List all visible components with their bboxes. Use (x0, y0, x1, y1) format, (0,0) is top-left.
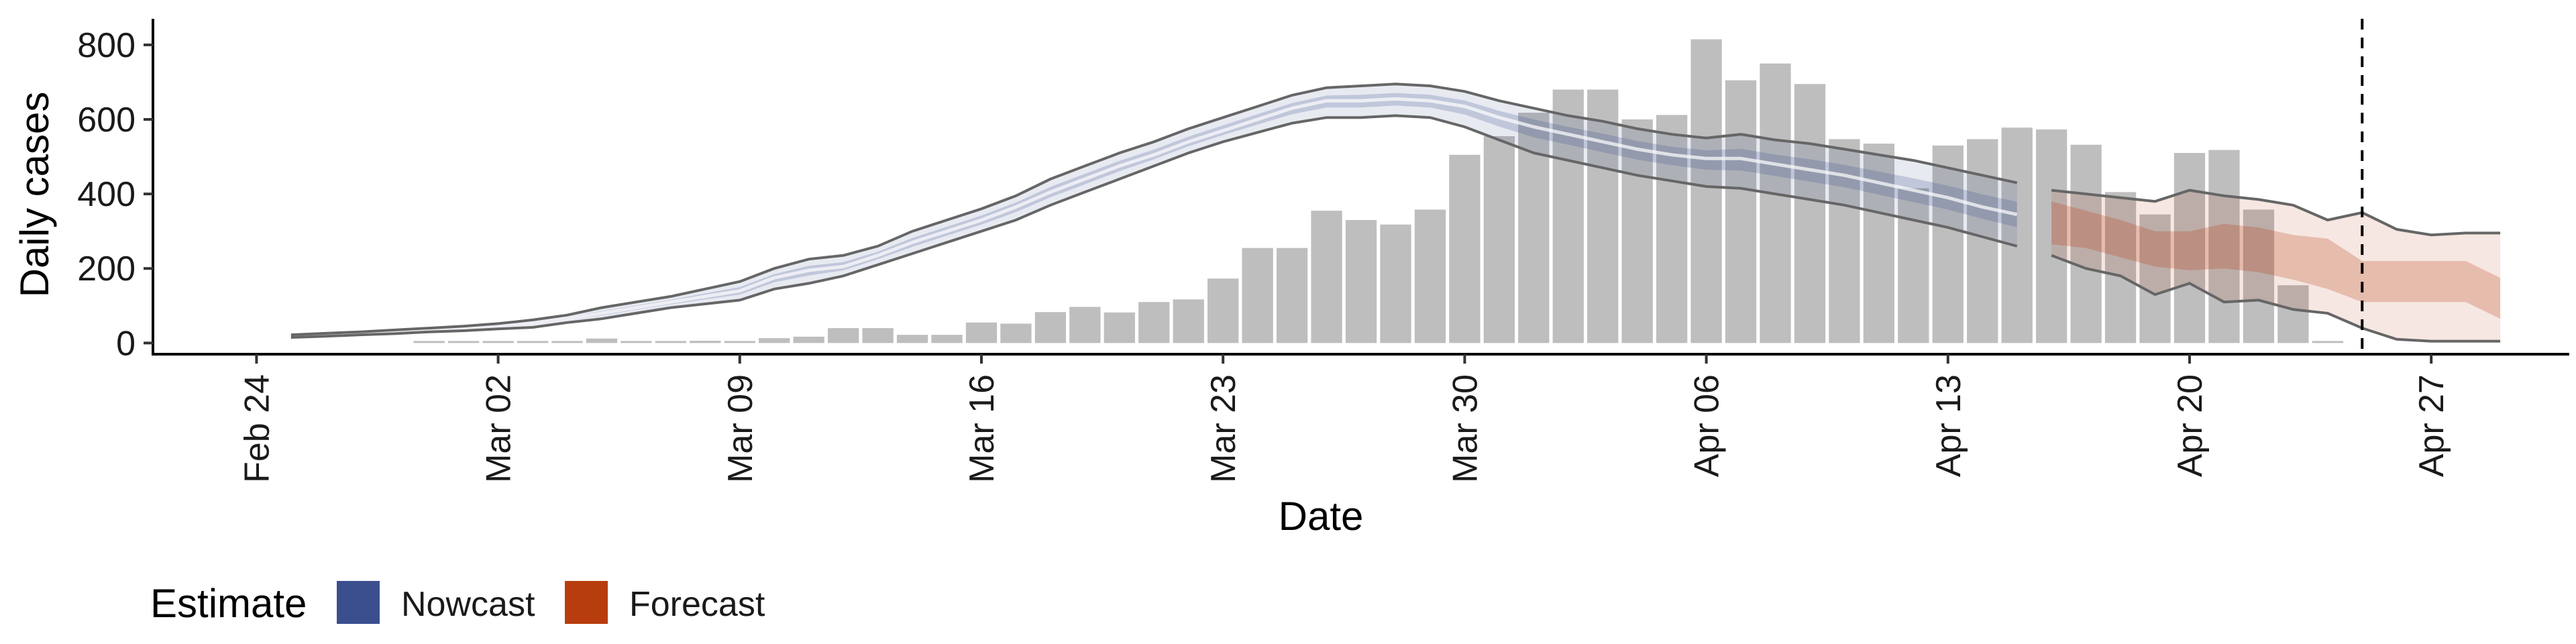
bar-2020-04-24 (2312, 341, 2343, 343)
x-tick-label-2020-03-30: Mar 30 (1446, 374, 1485, 483)
legend-title: Estimate (150, 581, 307, 626)
nowcast-lower-line (290, 114, 2018, 339)
bar-2020-03-09 (724, 341, 755, 343)
bar-2020-04-06 (1690, 39, 1722, 343)
bar-2020-04-08 (1760, 63, 1791, 343)
bar-2020-03-21 (1138, 302, 1170, 343)
bar-2020-04-22 (2243, 209, 2275, 343)
bar-2020-04-07 (1725, 80, 1757, 343)
legend-swatch-nowcast (337, 581, 380, 624)
bar-2020-02-29 (413, 341, 445, 343)
bar-2020-04-16 (2035, 129, 2068, 343)
x-tick-label-2020-04-13: Apr 13 (1929, 374, 1968, 477)
x-tick-label-2020-04-20: Apr 20 (2171, 374, 2210, 477)
legend-swatch-forecast (565, 581, 608, 624)
nowcast-upper-line (290, 83, 2018, 337)
bar-2020-03-02 (482, 341, 514, 343)
bar-2020-04-15 (2001, 127, 2033, 343)
bar-2020-03-22 (1173, 299, 1204, 343)
bar-2020-03-10 (759, 338, 790, 343)
forecast-lower-line (2051, 254, 2501, 343)
y-axis-ticks: 0 200 400 600 800 (77, 26, 153, 363)
bar-2020-03-24 (1242, 248, 1273, 343)
nowcast-band-90 (290, 84, 2017, 337)
bar-2020-03-31 (1483, 136, 1515, 343)
x-tick-label-2020-04-06: Apr 06 (1688, 374, 1727, 477)
bar-2020-04-18 (2104, 192, 2137, 343)
legend-label-nowcast: Nowcast (401, 585, 535, 624)
bar-2020-03-28 (1380, 224, 1411, 343)
bar-2020-03-12 (827, 328, 859, 343)
bar-2020-03-27 (1345, 220, 1377, 343)
y-tick-label-400: 400 (77, 175, 136, 214)
nowcast-median-line (290, 97, 2018, 338)
bar-2020-03-29 (1414, 209, 1446, 343)
x-tick-label-2020-03-09: Mar 09 (721, 374, 760, 483)
bar-2020-03-04 (551, 341, 583, 343)
x-axis-title: Date (1279, 494, 1364, 539)
bar-2020-03-11 (793, 336, 824, 343)
bar-2020-04-21 (2208, 150, 2240, 343)
x-axis-ticks: Feb 24 Mar 02 Mar 09 Mar 16 Mar 23 Mar 30 Apr … (237, 354, 2451, 483)
x-tick-label-2020-04-27: Apr 27 (2412, 374, 2451, 477)
bar-2020-03-23 (1208, 278, 1239, 343)
bar-2020-04-23 (2277, 285, 2309, 343)
bar-2020-03-30 (1449, 154, 1481, 343)
bar-2020-03-14 (896, 335, 928, 343)
nowcast-band-50 (290, 93, 2017, 337)
y-tick-label-800: 800 (77, 26, 136, 65)
bar-2020-03-20 (1104, 312, 1135, 343)
y-tick-label-600: 600 (77, 101, 136, 140)
bar-2020-03-08 (690, 341, 721, 343)
bar-2020-03-06 (621, 341, 652, 343)
bar-2020-03-26 (1311, 211, 1342, 343)
nowcast-layer (290, 83, 2018, 339)
forecast-band-90 (2051, 190, 2501, 341)
forecast-upper-line (2051, 189, 2501, 237)
bar-2020-03-25 (1276, 248, 1308, 343)
bar-2020-04-03 (1587, 89, 1619, 343)
bar-2020-04-01 (1518, 113, 1550, 343)
bar-2020-04-11 (1863, 144, 1895, 343)
bar-2020-03-19 (1069, 307, 1101, 343)
legend-label-forecast: Forecast (629, 585, 765, 624)
y-tick-label-200: 200 (77, 250, 136, 288)
bar-2020-03-07 (655, 341, 687, 343)
x-tick-label-2020-03-02: Mar 02 (480, 374, 519, 483)
bar-2020-04-13 (1932, 145, 1964, 343)
bar-2020-03-13 (862, 328, 894, 343)
bar-2020-03-03 (517, 341, 549, 343)
axes-layer: 0 200 400 600 800 Feb 24 Mar 02 Mar 09 Mar 16 Ma… (12, 19, 2569, 539)
bar-2020-03-15 (931, 335, 963, 343)
forecast-band-50 (2051, 201, 2501, 319)
bar-2020-04-12 (1898, 188, 1929, 343)
bar-2020-03-05 (586, 338, 618, 343)
x-tick-label-2020-02-24: Feb 24 (237, 374, 276, 483)
x-tick-label-2020-03-16: Mar 16 (963, 374, 1002, 483)
bar-2020-04-09 (1794, 84, 1826, 343)
bar-2020-04-20 (2174, 153, 2206, 343)
observed-bars (413, 39, 2343, 343)
bar-2020-04-04 (1621, 119, 1653, 343)
y-axis-title: Daily cases (12, 92, 57, 298)
bar-2020-04-17 (2070, 144, 2102, 343)
bar-2020-04-19 (2139, 214, 2171, 343)
bar-2020-03-01 (447, 341, 480, 343)
forecast-layer (2051, 189, 2501, 343)
y-tick-label-0: 0 (116, 324, 136, 363)
x-tick-label-2020-03-23: Mar 23 (1204, 374, 1243, 483)
bar-2020-03-18 (1034, 312, 1067, 343)
bar-2020-03-16 (965, 322, 998, 343)
bar-2020-03-17 (1000, 323, 1032, 343)
legend: Estimate Nowcast Forecast (150, 581, 765, 626)
